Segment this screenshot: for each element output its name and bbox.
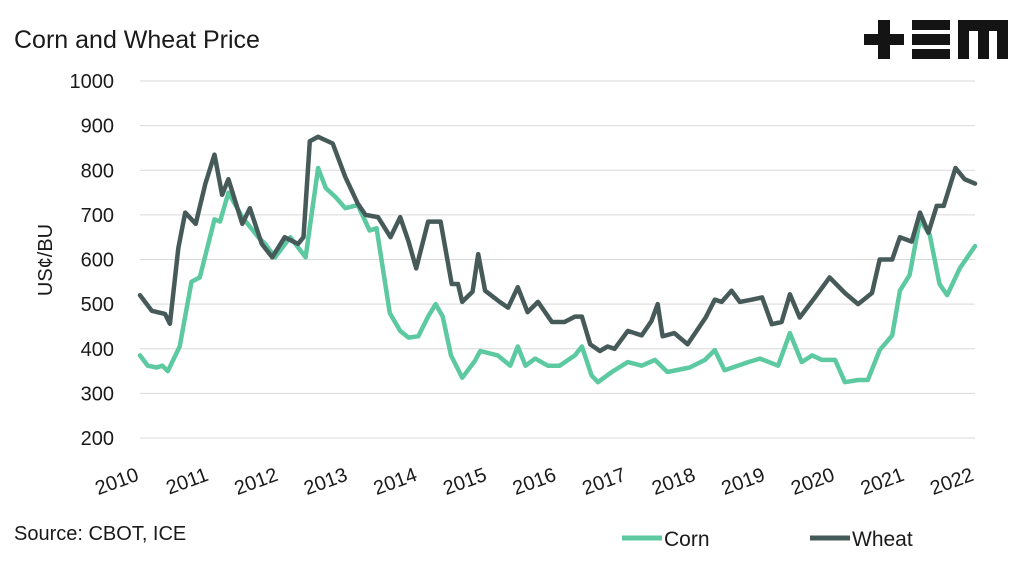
y-tick-label: 600 <box>81 250 114 272</box>
y-tick-label: 700 <box>81 205 114 227</box>
y-tick-label: 900 <box>81 116 114 138</box>
series-line <box>137 134 978 354</box>
plot <box>137 134 978 385</box>
y-tick-label: 300 <box>81 383 114 405</box>
logo <box>864 20 1008 59</box>
legend: Corn Wheat <box>622 528 913 551</box>
legend-label: Wheat <box>852 528 913 551</box>
y-tick-label: 500 <box>81 294 114 316</box>
y-tick-label: 1000 <box>70 71 115 93</box>
legend-label: Corn <box>664 528 710 551</box>
y-tick-label: 800 <box>81 160 114 182</box>
logo-plus-v <box>878 20 890 59</box>
y-tick-label: 400 <box>81 339 114 361</box>
logo-e2 <box>912 34 950 45</box>
grid <box>140 80 975 439</box>
chart-title: Corn and Wheat Price <box>14 26 260 54</box>
logo-m <box>958 20 1008 59</box>
y-tick-label: 200 <box>81 428 114 450</box>
logo-e3 <box>912 49 950 59</box>
y-axis-label: US¢/BU <box>35 224 57 296</box>
logo-e1 <box>912 20 950 30</box>
source-note: Source: CBOT, ICE <box>14 523 186 545</box>
